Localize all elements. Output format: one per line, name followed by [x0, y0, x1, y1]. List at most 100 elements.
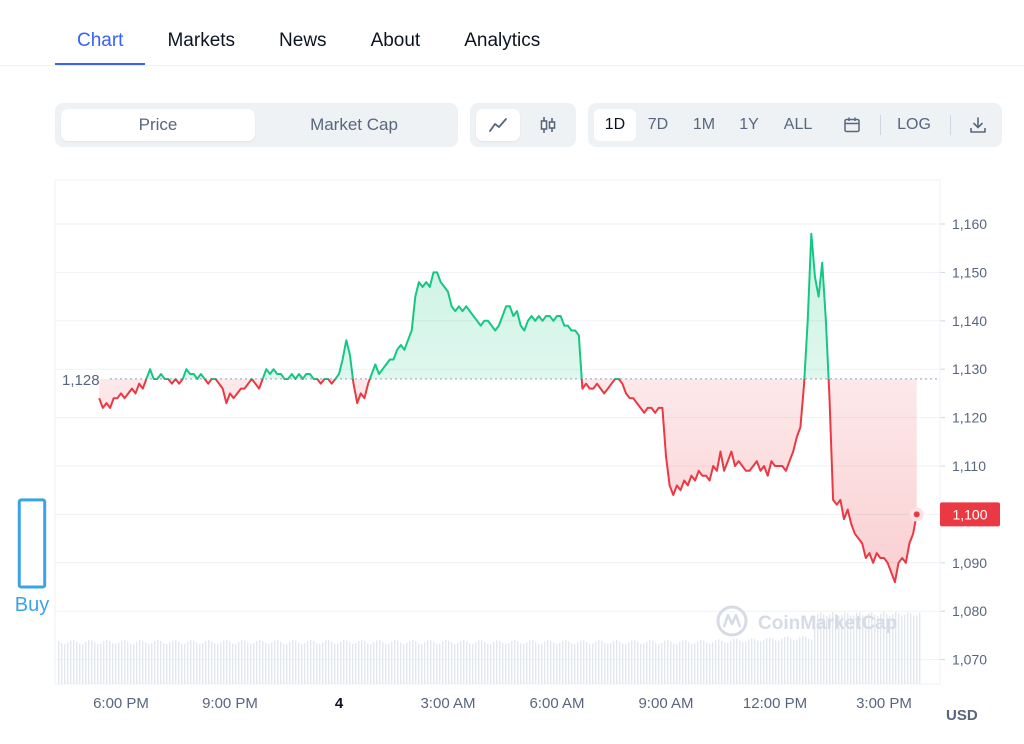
volume-bar: [520, 643, 522, 684]
price-toggle[interactable]: Price: [61, 109, 255, 141]
volume-bar: [850, 615, 852, 684]
volume-bar: [466, 641, 468, 684]
volume-bar: [847, 612, 849, 684]
volume-bar: [862, 615, 864, 684]
volume-bar: [337, 643, 339, 684]
volume-bar: [208, 640, 210, 684]
volume-bar: [367, 643, 369, 684]
calendar-button[interactable]: [834, 109, 870, 141]
volume-bar: [487, 643, 489, 684]
volume-bar: [808, 638, 810, 684]
tab-about[interactable]: About: [370, 30, 421, 51]
volume-bar: [859, 612, 861, 684]
volume-bar: [148, 643, 150, 684]
current-price-tag: 1,100: [940, 502, 1000, 527]
tab-chart[interactable]: Chart: [55, 22, 146, 66]
range-7d[interactable]: 7D: [647, 116, 669, 133]
market-cap-toggle[interactable]: Market Cap: [310, 115, 398, 134]
candlestick-button[interactable]: [526, 109, 570, 141]
volume-bar: [448, 640, 450, 684]
y-tick-label: 1,150: [952, 264, 987, 280]
x-tick-label: 3:00 AM: [420, 695, 475, 712]
volume-bar: [280, 641, 282, 684]
volume-bar: [67, 642, 69, 684]
volume-bar: [343, 640, 345, 684]
volume-bar: [106, 640, 108, 684]
volume-bar: [835, 613, 837, 684]
volume-bar: [517, 641, 519, 684]
download-button[interactable]: [960, 109, 996, 141]
volume-bar: [718, 639, 720, 684]
volume-bar: [571, 643, 573, 684]
volume-bar: [286, 643, 288, 684]
current-price-dot[interactable]: [909, 507, 924, 522]
volume-bar: [778, 640, 780, 684]
volume-bar: [187, 641, 189, 684]
volume-bar: [370, 643, 372, 684]
volume-bar: [700, 640, 702, 684]
volume-bar: [751, 637, 753, 684]
volume-bar: [886, 614, 888, 684]
line-chart-button[interactable]: [476, 109, 520, 141]
volume-bar: [802, 635, 804, 684]
volume-bar: [493, 641, 495, 684]
volume-bar: [754, 638, 756, 684]
volume-bar: [649, 640, 651, 684]
volume-bar: [796, 639, 798, 684]
volume-bar: [244, 640, 246, 684]
y-tick-label: 1,090: [952, 555, 987, 571]
volume-bar: [856, 612, 858, 684]
volume-bar: [397, 640, 399, 684]
volume-bar: [61, 643, 63, 684]
tab-markets[interactable]: Markets: [167, 30, 236, 51]
volume-bar: [427, 640, 429, 684]
volume-bar: [304, 643, 306, 684]
watermark-text: CoinMarketCap: [758, 613, 897, 634]
volume-bar: [733, 638, 735, 684]
volume-bar: [361, 640, 363, 684]
volume-bar: [175, 640, 177, 684]
candlestick-icon: [540, 117, 556, 133]
log-scale-button[interactable]: LOG: [897, 116, 931, 133]
volume-bar: [322, 642, 324, 684]
range-1y[interactable]: 1Y: [739, 116, 759, 133]
volume-bar: [514, 640, 516, 684]
y-tick-label: 1,120: [952, 410, 987, 426]
x-tick-label: 6:00 AM: [529, 695, 584, 712]
volume-bar: [403, 643, 405, 684]
volume-bar: [457, 643, 459, 684]
volume-bar: [58, 640, 60, 684]
volume-bar: [586, 642, 588, 684]
volume-bar: [643, 643, 645, 684]
x-tick-label: 3:00 PM: [856, 695, 912, 712]
volume-bar: [274, 640, 276, 684]
range-all[interactable]: ALL: [783, 116, 813, 133]
volume-bar: [223, 640, 225, 684]
volume-bar: [784, 636, 786, 684]
volume-bar: [409, 640, 411, 684]
volume-bar: [193, 640, 195, 684]
volume-bar: [328, 640, 330, 684]
buy-annotations: BuyBuy: [15, 498, 49, 616]
volume-bar: [511, 640, 513, 684]
volume-bar: [550, 640, 552, 684]
tab-news[interactable]: News: [279, 30, 327, 51]
volume-bar: [268, 643, 270, 684]
volume-bar: [97, 643, 99, 684]
volume-bar: [526, 642, 528, 684]
tab-analytics[interactable]: Analytics: [464, 30, 541, 51]
volume-bar: [715, 640, 717, 684]
plot-frame: [54, 179, 941, 685]
volume-bar: [598, 640, 600, 684]
volume-bar: [271, 642, 273, 684]
volume-bar: [607, 643, 609, 684]
volume-bar: [76, 641, 78, 684]
volume-bar: [568, 641, 570, 684]
range-1m[interactable]: 1M: [692, 116, 716, 133]
price-line-down: [98, 378, 918, 584]
volume-bar: [610, 642, 612, 684]
volume-bar: [781, 638, 783, 684]
range-1d[interactable]: 1D: [594, 109, 636, 141]
volume-bar: [898, 613, 900, 684]
volume-bar: [196, 642, 198, 684]
